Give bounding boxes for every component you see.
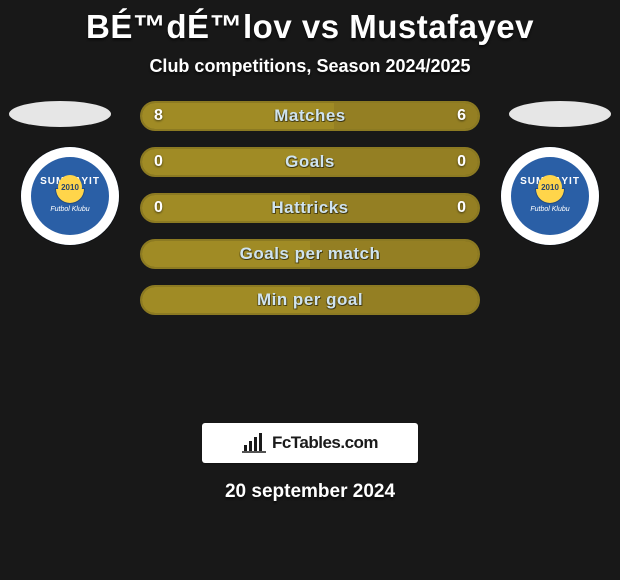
page-title: BÉ™dÉ™lov vs Mustafayev — [0, 8, 620, 46]
player-head-left — [9, 101, 111, 127]
badge-year-right: 2010 — [538, 175, 562, 199]
comparison-arena: 2010 SUMQAYIT Futbol Klubu 2010 SUMQAYIT… — [0, 77, 620, 417]
stat-fill-right — [310, 149, 478, 175]
stat-bar: Goals per match — [140, 239, 480, 269]
stat-value-left: 0 — [154, 195, 163, 221]
stat-value-left: 0 — [154, 149, 163, 175]
stat-bar: Min per goal — [140, 285, 480, 315]
stat-bar: Matches 8 6 — [140, 101, 480, 131]
stat-bars: Matches 8 6 Goals 0 0 Hattricks 0 0 Goals per mat… — [140, 101, 480, 331]
badge-sub-left: Futbol Klubu — [50, 206, 89, 213]
stat-label: Min per goal — [257, 290, 363, 310]
stat-bar: Goals 0 0 — [140, 147, 480, 177]
club-badge-right: 2010 SUMQAYIT Futbol Klubu — [501, 147, 599, 245]
stat-value-right: 0 — [457, 195, 466, 221]
stat-label: Matches — [274, 106, 346, 126]
page-subtitle: Club competitions, Season 2024/2025 — [0, 56, 620, 77]
stat-label: Goals per match — [240, 244, 381, 264]
footer-brand-badge: FcTables.com — [202, 423, 418, 463]
bars-icon — [242, 433, 266, 453]
stat-value-left: 8 — [154, 103, 163, 129]
stat-label: Goals — [285, 152, 335, 172]
club-badge-left: 2010 SUMQAYIT Futbol Klubu — [21, 147, 119, 245]
stat-value-right: 6 — [457, 103, 466, 129]
stat-bar: Hattricks 0 0 — [140, 193, 480, 223]
player-head-right — [509, 101, 611, 127]
footer-brand-text: FcTables.com — [272, 433, 378, 453]
date-text: 20 september 2024 — [0, 481, 620, 503]
badge-year-left: 2010 — [58, 175, 82, 199]
stat-value-right: 0 — [457, 149, 466, 175]
stat-label: Hattricks — [271, 198, 348, 218]
badge-sub-right: Futbol Klubu — [530, 206, 569, 213]
